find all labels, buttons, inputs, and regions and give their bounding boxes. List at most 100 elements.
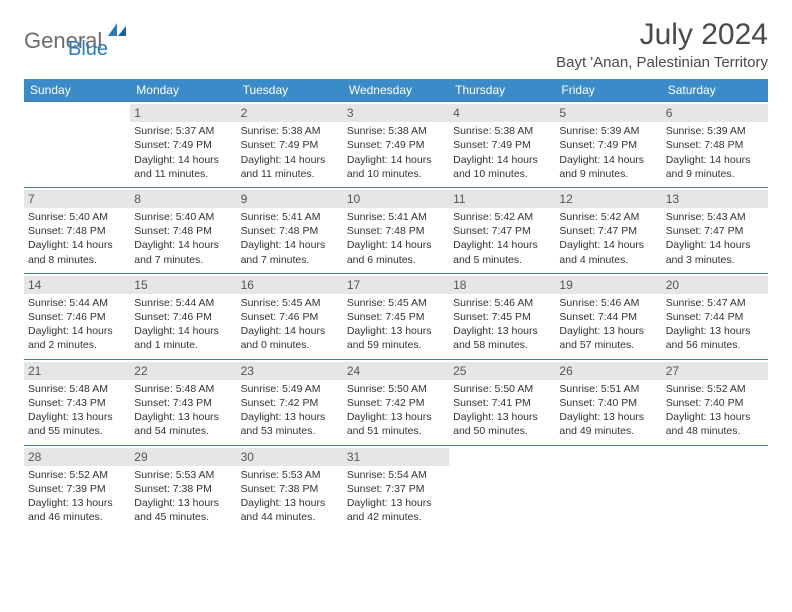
sunrise-text: Sunrise: 5:53 AM bbox=[241, 468, 339, 482]
sunrise-text: Sunrise: 5:39 AM bbox=[666, 124, 764, 138]
daylight-text: and 50 minutes. bbox=[453, 424, 551, 438]
day-number: 21 bbox=[24, 362, 130, 380]
calendar-cell: 6 Sunrise: 5:39 AMSunset: 7:48 PMDaylight… bbox=[662, 102, 768, 188]
day-number: 28 bbox=[24, 448, 130, 466]
sunset-text: Sunset: 7:46 PM bbox=[134, 310, 232, 324]
calendar-cell: 16Sunrise: 5:45 AMSunset: 7:46 PMDayligh… bbox=[237, 273, 343, 359]
sunrise-text: Sunrise: 5:44 AM bbox=[134, 296, 232, 310]
sunset-text: Sunset: 7:47 PM bbox=[453, 224, 551, 238]
daylight-text: and 11 minutes. bbox=[241, 167, 339, 181]
sunset-text: Sunset: 7:38 PM bbox=[241, 482, 339, 496]
sunrise-text: Sunrise: 5:41 AM bbox=[241, 210, 339, 224]
daylight-text: Daylight: 14 hours bbox=[453, 153, 551, 167]
sunrise-text: Sunrise: 5:45 AM bbox=[241, 296, 339, 310]
daylight-text: Daylight: 14 hours bbox=[347, 238, 445, 252]
calendar-cell: 25Sunrise: 5:50 AMSunset: 7:41 PMDayligh… bbox=[449, 359, 555, 445]
day-header-row: Sunday Monday Tuesday Wednesday Thursday… bbox=[24, 79, 768, 102]
sunset-text: Sunset: 7:48 PM bbox=[134, 224, 232, 238]
sunrise-text: Sunrise: 5:42 AM bbox=[559, 210, 657, 224]
calendar-cell: 17Sunrise: 5:45 AMSunset: 7:45 PMDayligh… bbox=[343, 273, 449, 359]
sunrise-text: Sunrise: 5:50 AM bbox=[347, 382, 445, 396]
day-number: 7 bbox=[24, 190, 130, 208]
daylight-text: and 11 minutes. bbox=[134, 167, 232, 181]
calendar-week: 14Sunrise: 5:44 AMSunset: 7:46 PMDayligh… bbox=[24, 273, 768, 359]
day-number: 14 bbox=[24, 276, 130, 294]
calendar-cell: 30Sunrise: 5:53 AMSunset: 7:38 PMDayligh… bbox=[237, 445, 343, 530]
calendar-cell bbox=[24, 102, 130, 188]
sunrise-text: Sunrise: 5:39 AM bbox=[559, 124, 657, 138]
day-number: 16 bbox=[237, 276, 343, 294]
sunrise-text: Sunrise: 5:38 AM bbox=[453, 124, 551, 138]
sunset-text: Sunset: 7:49 PM bbox=[134, 138, 232, 152]
calendar-cell: 11Sunrise: 5:42 AMSunset: 7:47 PMDayligh… bbox=[449, 187, 555, 273]
sunrise-text: Sunrise: 5:40 AM bbox=[28, 210, 126, 224]
daylight-text: Daylight: 14 hours bbox=[666, 153, 764, 167]
daylight-text: and 9 minutes. bbox=[666, 167, 764, 181]
calendar-cell: 29Sunrise: 5:53 AMSunset: 7:38 PMDayligh… bbox=[130, 445, 236, 530]
daylight-text: Daylight: 14 hours bbox=[241, 153, 339, 167]
day-number: 25 bbox=[449, 362, 555, 380]
daylight-text: Daylight: 14 hours bbox=[134, 238, 232, 252]
daylight-text: Daylight: 13 hours bbox=[241, 496, 339, 510]
day-number: 3 bbox=[343, 104, 449, 122]
calendar-cell: 4Sunrise: 5:38 AMSunset: 7:49 PMDaylight… bbox=[449, 102, 555, 188]
calendar-cell: 26Sunrise: 5:51 AMSunset: 7:40 PMDayligh… bbox=[555, 359, 661, 445]
daylight-text: Daylight: 14 hours bbox=[241, 324, 339, 338]
day-number: 1 bbox=[130, 104, 236, 122]
calendar-cell: 19Sunrise: 5:46 AMSunset: 7:44 PMDayligh… bbox=[555, 273, 661, 359]
sunrise-text: Sunrise: 5:40 AM bbox=[134, 210, 232, 224]
calendar-cell bbox=[662, 445, 768, 530]
calendar-cell: 28Sunrise: 5:52 AMSunset: 7:39 PMDayligh… bbox=[24, 445, 130, 530]
calendar-cell: 9Sunrise: 5:41 AMSunset: 7:48 PMDaylight… bbox=[237, 187, 343, 273]
sunrise-text: Sunrise: 5:44 AM bbox=[28, 296, 126, 310]
calendar-cell: 15Sunrise: 5:44 AMSunset: 7:46 PMDayligh… bbox=[130, 273, 236, 359]
sail-icon bbox=[106, 22, 128, 38]
daylight-text: and 2 minutes. bbox=[28, 338, 126, 352]
daylight-text: and 54 minutes. bbox=[134, 424, 232, 438]
day-number: 26 bbox=[555, 362, 661, 380]
daylight-text: Daylight: 13 hours bbox=[347, 410, 445, 424]
daylight-text: and 58 minutes. bbox=[453, 338, 551, 352]
daylight-text: and 7 minutes. bbox=[241, 253, 339, 267]
calendar-week: 7Sunrise: 5:40 AMSunset: 7:48 PMDaylight… bbox=[24, 187, 768, 273]
sunset-text: Sunset: 7:44 PM bbox=[559, 310, 657, 324]
day-number: 17 bbox=[343, 276, 449, 294]
col-friday: Friday bbox=[555, 79, 661, 102]
daylight-text: Daylight: 14 hours bbox=[28, 324, 126, 338]
sunset-text: Sunset: 7:47 PM bbox=[559, 224, 657, 238]
sunrise-text: Sunrise: 5:47 AM bbox=[666, 296, 764, 310]
day-number: 8 bbox=[130, 190, 236, 208]
daylight-text: and 48 minutes. bbox=[666, 424, 764, 438]
daylight-text: Daylight: 14 hours bbox=[559, 238, 657, 252]
daylight-text: Daylight: 13 hours bbox=[134, 410, 232, 424]
day-number: 27 bbox=[662, 362, 768, 380]
sunrise-text: Sunrise: 5:42 AM bbox=[453, 210, 551, 224]
sunset-text: Sunset: 7:48 PM bbox=[666, 138, 764, 152]
sunrise-text: Sunrise: 5:51 AM bbox=[559, 382, 657, 396]
day-number: 9 bbox=[237, 190, 343, 208]
sunset-text: Sunset: 7:45 PM bbox=[347, 310, 445, 324]
daylight-text: and 57 minutes. bbox=[559, 338, 657, 352]
calendar-week: 1Sunrise: 5:37 AMSunset: 7:49 PMDaylight… bbox=[24, 102, 768, 188]
col-monday: Monday bbox=[130, 79, 236, 102]
calendar-cell: 13Sunrise: 5:43 AMSunset: 7:47 PMDayligh… bbox=[662, 187, 768, 273]
sunrise-text: Sunrise: 5:50 AM bbox=[453, 382, 551, 396]
day-number: 20 bbox=[662, 276, 768, 294]
calendar-cell: 24Sunrise: 5:50 AMSunset: 7:42 PMDayligh… bbox=[343, 359, 449, 445]
day-number: 31 bbox=[343, 448, 449, 466]
daylight-text: and 6 minutes. bbox=[347, 253, 445, 267]
daylight-text: and 0 minutes. bbox=[241, 338, 339, 352]
col-sunday: Sunday bbox=[24, 79, 130, 102]
sunset-text: Sunset: 7:39 PM bbox=[28, 482, 126, 496]
calendar-cell: 7Sunrise: 5:40 AMSunset: 7:48 PMDaylight… bbox=[24, 187, 130, 273]
day-number: 11 bbox=[449, 190, 555, 208]
daylight-text: Daylight: 13 hours bbox=[134, 496, 232, 510]
sunset-text: Sunset: 7:37 PM bbox=[347, 482, 445, 496]
daylight-text: and 53 minutes. bbox=[241, 424, 339, 438]
day-number: 2 bbox=[237, 104, 343, 122]
day-number: 6 bbox=[662, 104, 768, 122]
daylight-text: Daylight: 13 hours bbox=[559, 324, 657, 338]
day-number: 15 bbox=[130, 276, 236, 294]
daylight-text: Daylight: 13 hours bbox=[666, 324, 764, 338]
daylight-text: Daylight: 13 hours bbox=[559, 410, 657, 424]
